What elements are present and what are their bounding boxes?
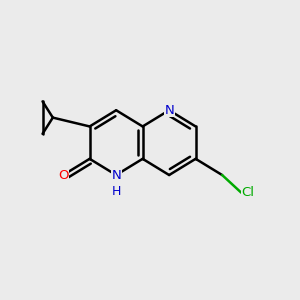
- Text: Cl: Cl: [241, 186, 254, 199]
- Text: H: H: [112, 185, 121, 198]
- Text: N: N: [111, 169, 121, 182]
- Text: N: N: [164, 104, 174, 117]
- Text: O: O: [58, 169, 68, 182]
